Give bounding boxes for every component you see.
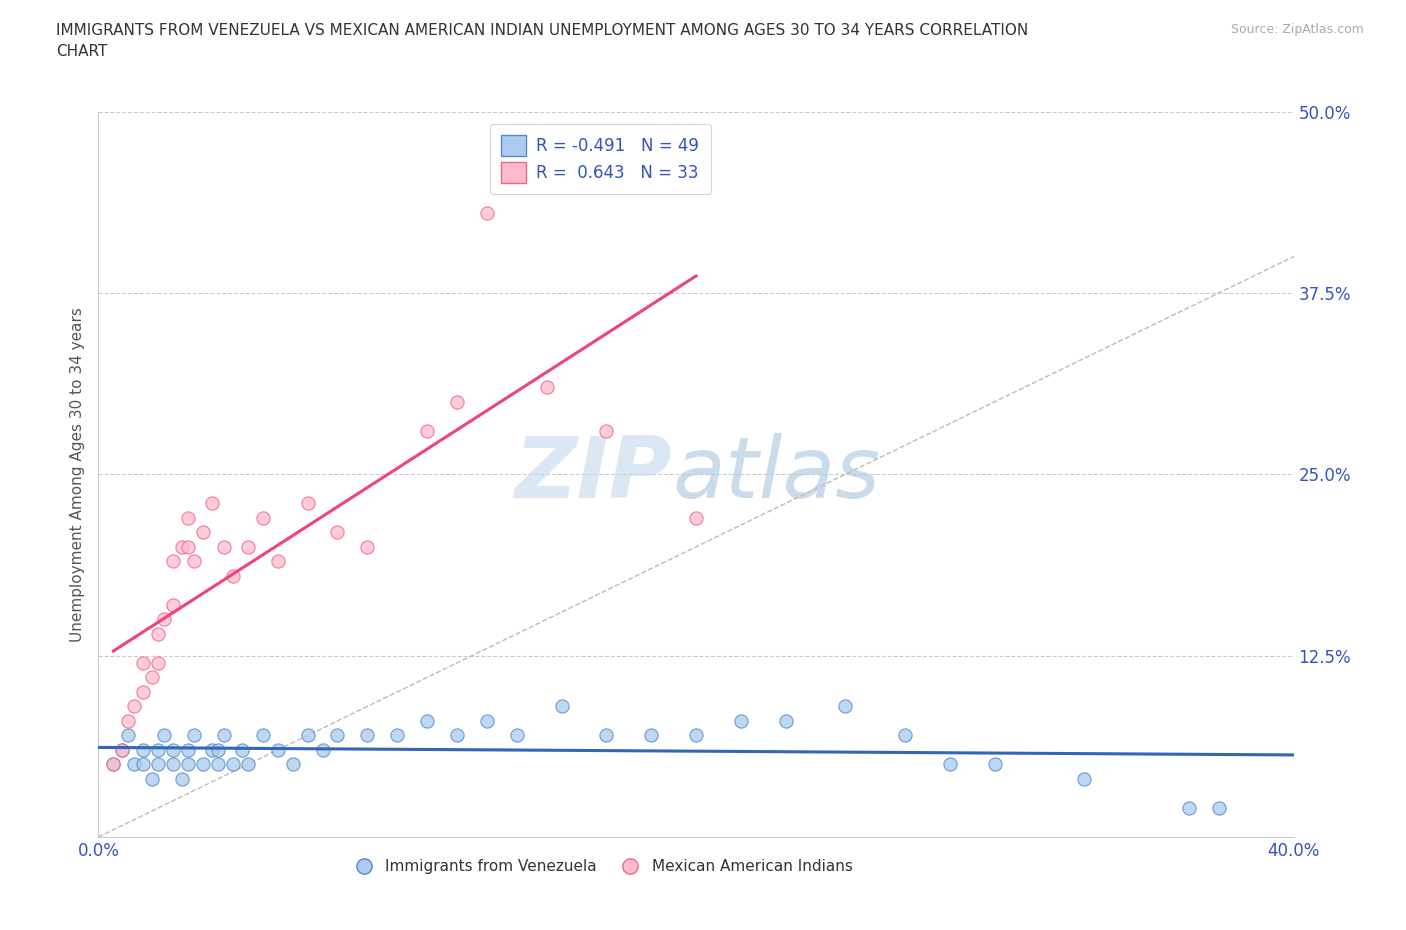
Point [385, 728, 409, 743]
Point [236, 539, 259, 554]
Point [162, 597, 184, 612]
Point [775, 713, 797, 728]
Point [141, 670, 163, 684]
Point [416, 713, 439, 728]
Point [191, 525, 214, 539]
Point [148, 627, 170, 642]
Point [177, 539, 200, 554]
Point [685, 728, 707, 743]
Point [297, 496, 319, 511]
Point [550, 699, 572, 714]
Point [191, 757, 214, 772]
Legend: Immigrants from Venezuela, Mexican American Indians: Immigrants from Venezuela, Mexican Ameri… [342, 853, 859, 880]
Point [212, 728, 235, 743]
Point [162, 742, 184, 757]
Point [326, 525, 349, 539]
Point [148, 757, 170, 772]
Point [640, 728, 662, 743]
Point [124, 699, 146, 714]
Point [153, 612, 176, 627]
Point [111, 742, 134, 757]
Point [117, 713, 139, 728]
Point [177, 742, 200, 757]
Y-axis label: Unemployment Among Ages 30 to 34 years: Unemployment Among Ages 30 to 34 years [69, 307, 84, 642]
Point [446, 394, 468, 409]
Point [939, 757, 962, 772]
Point [207, 757, 229, 772]
Point [894, 728, 917, 743]
Point [201, 496, 224, 511]
Point [236, 757, 259, 772]
Point [281, 757, 304, 772]
Point [148, 742, 170, 757]
Text: IMMIGRANTS FROM VENEZUELA VS MEXICAN AMERICAN INDIAN UNEMPLOYMENT AMONG AGES 30 : IMMIGRANTS FROM VENEZUELA VS MEXICAN AME… [56, 23, 1029, 38]
Point [1178, 801, 1201, 816]
Point [231, 742, 253, 757]
Point [212, 539, 235, 554]
Point [103, 757, 125, 772]
Point [730, 713, 752, 728]
Point [356, 728, 378, 743]
Point [356, 539, 378, 554]
Point [506, 162, 529, 177]
Point [506, 728, 529, 743]
Point [183, 728, 205, 743]
Text: ZIP: ZIP [515, 432, 672, 516]
Point [183, 554, 205, 569]
Point [595, 728, 617, 743]
Point [148, 656, 170, 671]
Point [153, 728, 176, 743]
Point [311, 742, 333, 757]
Text: CHART: CHART [56, 44, 108, 59]
Point [172, 539, 194, 554]
Point [162, 757, 184, 772]
Point [1073, 772, 1095, 787]
Point [267, 554, 290, 569]
Point [111, 742, 134, 757]
Text: Source: ZipAtlas.com: Source: ZipAtlas.com [1230, 23, 1364, 36]
Point [252, 511, 274, 525]
Point [536, 379, 558, 394]
Point [1208, 801, 1230, 816]
Point [595, 423, 617, 438]
Point [117, 728, 139, 743]
Point [416, 423, 439, 438]
Point [132, 656, 155, 671]
Point [177, 757, 200, 772]
Point [297, 728, 319, 743]
Point [326, 728, 349, 743]
Point [103, 757, 125, 772]
Point [177, 511, 200, 525]
Point [475, 713, 498, 728]
Point [446, 728, 468, 743]
Point [162, 554, 184, 569]
Point [172, 772, 194, 787]
Point [132, 742, 155, 757]
Point [834, 699, 856, 714]
Point [201, 742, 224, 757]
Point [132, 757, 155, 772]
Point [132, 684, 155, 699]
Point [141, 772, 163, 787]
Point [984, 757, 1007, 772]
Point [267, 742, 290, 757]
Point [252, 728, 274, 743]
Point [475, 206, 498, 220]
Point [222, 568, 245, 583]
Point [124, 757, 146, 772]
Point [207, 742, 229, 757]
Point [222, 757, 245, 772]
Text: atlas: atlas [672, 432, 880, 516]
Point [685, 511, 707, 525]
